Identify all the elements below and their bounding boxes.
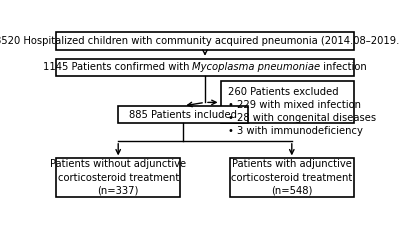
FancyBboxPatch shape: [56, 158, 180, 197]
Text: 885 Patients included: 885 Patients included: [129, 110, 237, 120]
FancyBboxPatch shape: [56, 32, 354, 50]
Text: Patients with adjunctive
corticosteroid treatment
(n=548): Patients with adjunctive corticosteroid …: [231, 159, 352, 196]
Text: 8520 Hospitalized children with community acquired pneumonia (2014.08–2019.07): 8520 Hospitalized children with communit…: [0, 36, 400, 46]
FancyBboxPatch shape: [230, 158, 354, 197]
FancyBboxPatch shape: [56, 59, 354, 76]
Text: Patients without adjunctive
corticosteroid treatment
(n=337): Patients without adjunctive corticostero…: [50, 159, 186, 196]
Text: 1145 Patients confirmed with: 1145 Patients confirmed with: [43, 62, 192, 72]
Text: infection: infection: [320, 62, 367, 72]
FancyBboxPatch shape: [118, 106, 248, 123]
Text: Mycoplasma pneumoniae: Mycoplasma pneumoniae: [192, 62, 320, 72]
Text: 260 Patients excluded
• 229 with mixed infection
• 28 with congenital diseases
•: 260 Patients excluded • 229 with mixed i…: [228, 87, 376, 136]
FancyBboxPatch shape: [220, 81, 354, 123]
